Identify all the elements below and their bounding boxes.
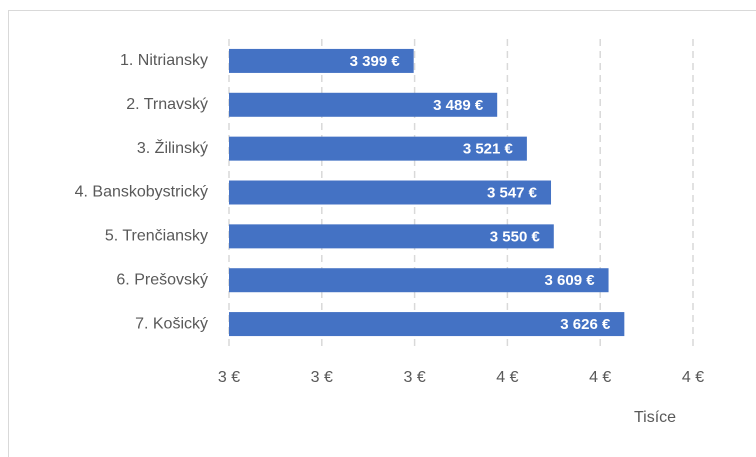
y-tick-label: 1. Nitriansky [120, 52, 208, 69]
value-label: 3 521 € [463, 141, 514, 158]
y-tick-label: 6. Prešovský [116, 271, 208, 288]
x-tick-label: 3 € [403, 369, 425, 386]
bar [229, 224, 554, 249]
y-tick-label: 3. Žilinský [137, 138, 208, 157]
axis-unit-label: Tisíce [634, 409, 676, 426]
value-label: 3 489 € [433, 97, 484, 114]
value-label: 3 626 € [560, 316, 611, 333]
bar [229, 92, 498, 117]
value-label: 3 609 € [545, 272, 596, 289]
x-tick-label: 3 € [311, 369, 333, 386]
x-tick-label: 4 € [682, 369, 704, 386]
value-label: 3 399 € [350, 53, 401, 70]
y-tick-label: 7. Košický [135, 315, 208, 332]
bar [229, 136, 527, 161]
bar [229, 180, 552, 205]
bar [229, 48, 414, 73]
y-tick-label: 2. Trnavský [126, 96, 208, 113]
y-tick-label: 5. Trenčiansky [105, 228, 208, 245]
x-tick-label: 4 € [496, 369, 518, 386]
bar [229, 312, 625, 337]
bar [229, 268, 609, 293]
x-tick-label: 3 € [218, 369, 240, 386]
x-tick-label: 4 € [589, 369, 611, 386]
value-label: 3 550 € [490, 228, 541, 245]
value-label: 3 547 € [487, 184, 538, 201]
y-tick-label: 4. Banskobystrický [75, 184, 208, 201]
